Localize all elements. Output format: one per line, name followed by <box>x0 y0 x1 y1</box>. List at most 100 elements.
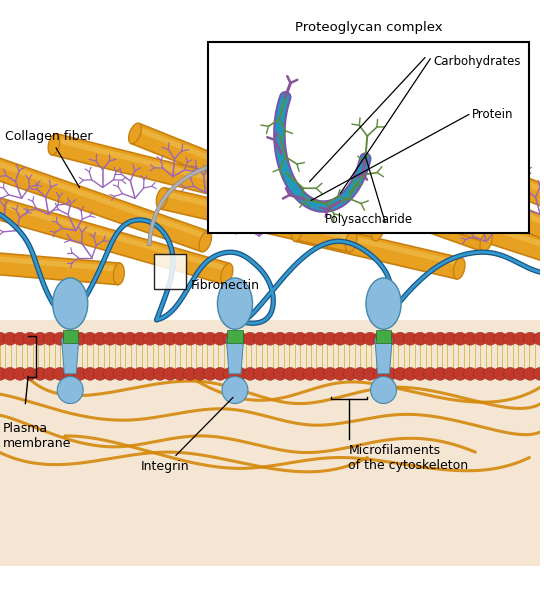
Text: Microfilaments
of the cytoskeleton: Microfilaments of the cytoskeleton <box>348 444 468 472</box>
Ellipse shape <box>503 368 517 381</box>
Ellipse shape <box>218 278 252 329</box>
Polygon shape <box>375 339 392 374</box>
Ellipse shape <box>73 368 87 381</box>
Ellipse shape <box>304 368 317 381</box>
Ellipse shape <box>173 368 187 381</box>
Ellipse shape <box>263 368 277 381</box>
Ellipse shape <box>533 332 544 345</box>
Polygon shape <box>51 134 273 209</box>
Ellipse shape <box>345 177 357 198</box>
Ellipse shape <box>363 332 377 345</box>
Ellipse shape <box>493 332 507 345</box>
Ellipse shape <box>333 332 347 345</box>
Ellipse shape <box>264 188 276 209</box>
Ellipse shape <box>213 368 227 381</box>
Ellipse shape <box>53 278 88 329</box>
Polygon shape <box>352 180 544 250</box>
Polygon shape <box>0 199 230 284</box>
Ellipse shape <box>443 332 457 345</box>
Ellipse shape <box>153 368 167 381</box>
Polygon shape <box>0 320 540 566</box>
Ellipse shape <box>514 332 527 345</box>
Polygon shape <box>298 223 461 267</box>
Ellipse shape <box>343 368 357 381</box>
Ellipse shape <box>223 368 237 381</box>
Ellipse shape <box>222 376 248 404</box>
Ellipse shape <box>533 368 544 381</box>
Ellipse shape <box>83 368 97 381</box>
Ellipse shape <box>304 332 317 345</box>
Ellipse shape <box>503 332 517 345</box>
Ellipse shape <box>33 332 47 345</box>
Ellipse shape <box>13 332 27 345</box>
Ellipse shape <box>143 368 157 381</box>
Ellipse shape <box>0 368 7 381</box>
Ellipse shape <box>57 376 83 404</box>
Polygon shape <box>348 177 544 262</box>
Ellipse shape <box>43 332 57 345</box>
Ellipse shape <box>183 332 197 345</box>
Ellipse shape <box>243 332 257 345</box>
Ellipse shape <box>493 368 507 381</box>
FancyArrowPatch shape <box>147 165 208 245</box>
Ellipse shape <box>3 332 17 345</box>
Bar <box>154 254 186 289</box>
Polygon shape <box>54 137 272 196</box>
Ellipse shape <box>263 332 277 345</box>
Ellipse shape <box>463 332 477 345</box>
Polygon shape <box>226 339 244 374</box>
Ellipse shape <box>163 368 177 381</box>
Ellipse shape <box>213 332 227 345</box>
Ellipse shape <box>183 368 197 381</box>
Bar <box>208 41 529 233</box>
Text: Protein: Protein <box>472 108 513 121</box>
Ellipse shape <box>203 332 217 345</box>
Text: Carbohydrates: Carbohydrates <box>433 55 521 68</box>
Ellipse shape <box>333 368 347 381</box>
Ellipse shape <box>221 264 233 284</box>
Polygon shape <box>0 252 120 285</box>
Ellipse shape <box>273 368 287 381</box>
Text: Integrin: Integrin <box>140 397 233 473</box>
Ellipse shape <box>113 332 127 345</box>
Polygon shape <box>0 159 208 239</box>
Polygon shape <box>417 167 544 241</box>
Ellipse shape <box>273 332 287 345</box>
Ellipse shape <box>313 368 327 381</box>
Ellipse shape <box>453 368 467 381</box>
Ellipse shape <box>514 368 527 381</box>
Ellipse shape <box>291 220 303 241</box>
Ellipse shape <box>193 368 207 381</box>
Polygon shape <box>239 145 490 252</box>
Ellipse shape <box>163 332 177 345</box>
Ellipse shape <box>133 368 147 381</box>
Ellipse shape <box>283 332 297 345</box>
Ellipse shape <box>143 332 157 345</box>
Ellipse shape <box>423 332 437 345</box>
Ellipse shape <box>373 332 387 345</box>
Ellipse shape <box>103 332 117 345</box>
Ellipse shape <box>343 332 357 345</box>
Ellipse shape <box>73 332 87 345</box>
Ellipse shape <box>423 368 437 381</box>
Ellipse shape <box>223 332 237 345</box>
Ellipse shape <box>0 332 7 345</box>
Polygon shape <box>131 124 382 241</box>
Ellipse shape <box>43 368 57 381</box>
Ellipse shape <box>413 332 427 345</box>
Ellipse shape <box>372 220 385 241</box>
Polygon shape <box>0 255 120 272</box>
Ellipse shape <box>443 368 457 381</box>
Ellipse shape <box>434 332 447 345</box>
Ellipse shape <box>23 332 37 345</box>
Ellipse shape <box>203 368 217 381</box>
Ellipse shape <box>403 368 417 381</box>
Ellipse shape <box>133 332 147 345</box>
Ellipse shape <box>93 368 107 381</box>
Ellipse shape <box>237 145 249 165</box>
Ellipse shape <box>113 263 124 285</box>
Ellipse shape <box>323 368 337 381</box>
Ellipse shape <box>293 332 307 345</box>
Ellipse shape <box>63 332 77 345</box>
Polygon shape <box>325 105 544 196</box>
